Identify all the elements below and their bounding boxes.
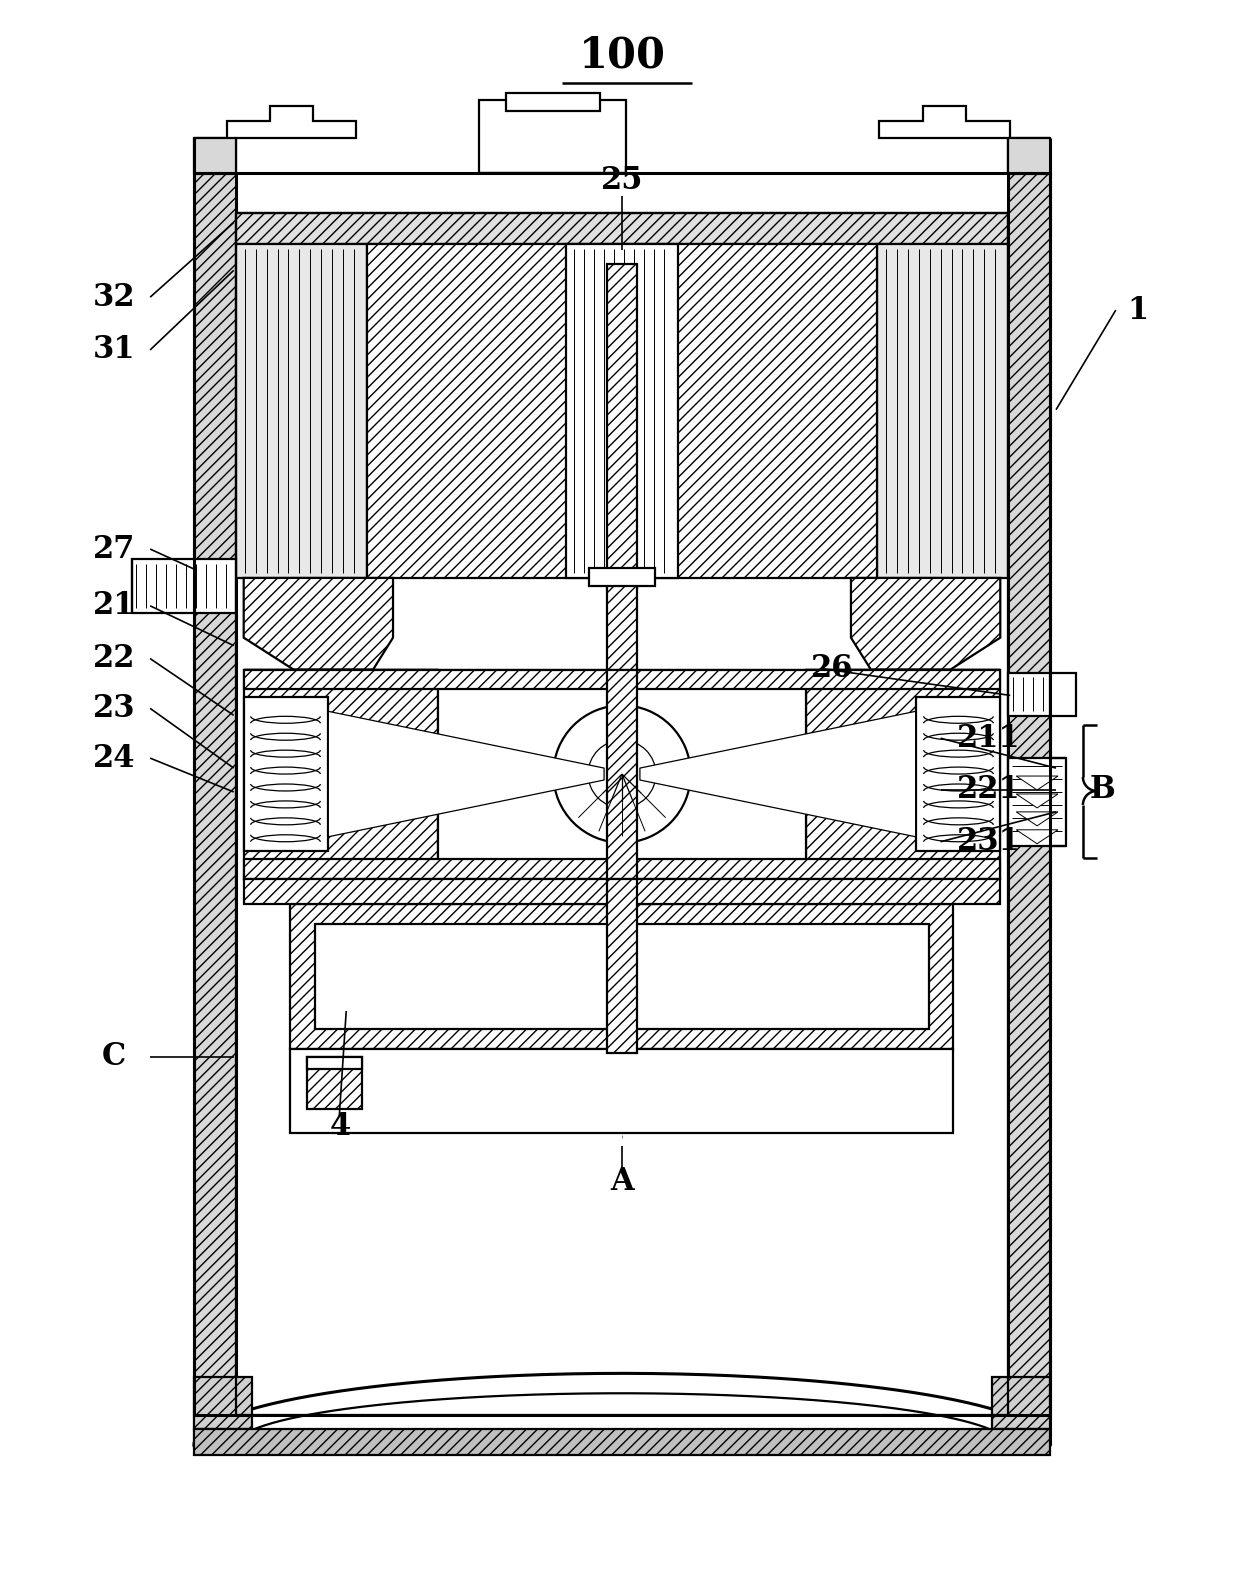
Polygon shape [851, 578, 1001, 669]
Bar [992, 1378, 1050, 1430]
Text: 23: 23 [93, 693, 135, 724]
Bar [367, 245, 877, 578]
Text: A: A [610, 1166, 634, 1197]
Bar [193, 173, 1050, 1415]
Bar [244, 859, 1001, 878]
Text: B: B [1090, 775, 1116, 806]
Text: 27: 27 [93, 534, 135, 564]
Text: 22: 22 [93, 643, 135, 674]
Bar [133, 559, 236, 613]
Bar [915, 698, 1001, 851]
Bar [308, 1057, 362, 1068]
Bar [589, 569, 655, 586]
Polygon shape [1017, 793, 1058, 807]
Text: 24: 24 [93, 743, 135, 773]
Bar [244, 698, 329, 851]
Bar [244, 878, 1001, 905]
Text: 211: 211 [956, 723, 1021, 754]
Polygon shape [193, 138, 236, 173]
Bar [236, 212, 1008, 245]
Polygon shape [193, 1373, 1050, 1445]
Text: 25: 25 [601, 165, 644, 196]
Bar [308, 1057, 362, 1109]
Bar [608, 669, 637, 878]
Text: 1: 1 [1127, 295, 1148, 325]
Polygon shape [1008, 138, 1050, 173]
Polygon shape [193, 107, 356, 173]
Bar [244, 669, 1001, 690]
Polygon shape [640, 712, 915, 837]
Bar [608, 878, 637, 1053]
Text: 231: 231 [956, 826, 1021, 858]
Text: C: C [102, 1042, 126, 1073]
Bar [244, 669, 438, 878]
Text: 4: 4 [330, 1111, 351, 1142]
Bar [1008, 759, 1066, 845]
Polygon shape [1017, 829, 1058, 844]
Text: 100: 100 [579, 35, 666, 77]
Polygon shape [1008, 173, 1050, 1415]
Bar [290, 905, 954, 1049]
Bar [506, 93, 600, 112]
Bar [479, 101, 626, 173]
Polygon shape [1017, 776, 1058, 790]
Bar [236, 245, 367, 578]
Text: 31: 31 [93, 335, 135, 366]
Text: 26: 26 [811, 654, 853, 683]
Text: 21: 21 [93, 591, 135, 621]
Bar [608, 264, 637, 588]
Text: 221: 221 [956, 775, 1021, 806]
Bar [315, 924, 929, 1029]
Polygon shape [329, 712, 604, 837]
Polygon shape [193, 173, 236, 1415]
Bar [806, 669, 1001, 878]
Bar [438, 669, 806, 878]
Bar [193, 1378, 252, 1430]
Polygon shape [1017, 812, 1058, 826]
Bar [1008, 672, 1076, 716]
Polygon shape [879, 107, 1050, 173]
Bar [608, 578, 637, 669]
Bar [567, 245, 678, 578]
Bar [877, 245, 1008, 578]
Polygon shape [244, 578, 393, 669]
Text: 32: 32 [93, 281, 135, 313]
Bar [193, 1430, 1050, 1455]
Bar [290, 1049, 954, 1133]
